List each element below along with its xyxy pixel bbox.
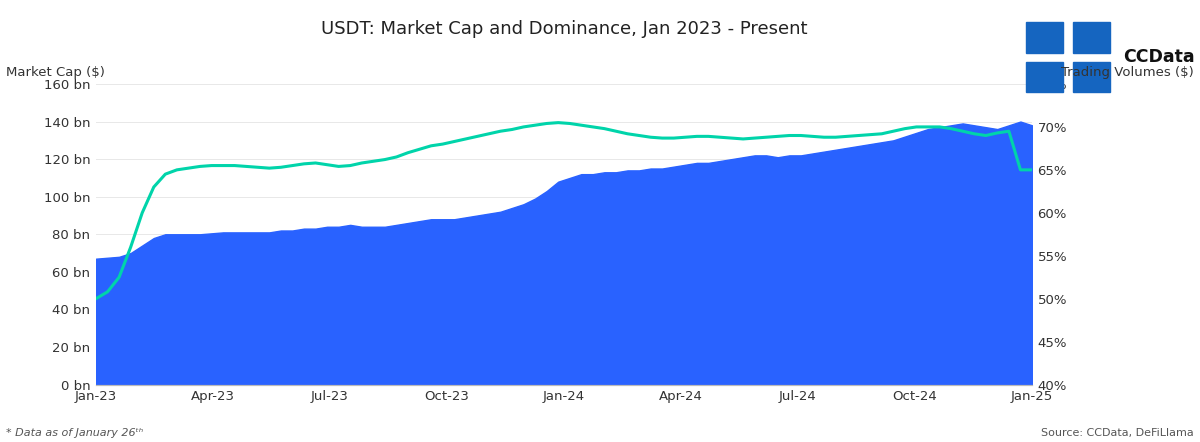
Text: Trading Volumes ($): Trading Volumes ($): [1061, 66, 1194, 79]
Bar: [1026, 23, 1063, 53]
Bar: [1073, 23, 1110, 53]
Text: USDT: Market Cap and Dominance, Jan 2023 - Present: USDT: Market Cap and Dominance, Jan 2023…: [320, 20, 808, 38]
Bar: [1026, 62, 1063, 92]
Text: * Data as of January 26ᵗʰ: * Data as of January 26ᵗʰ: [6, 427, 143, 438]
Text: Source: CCData, DeFiLlama: Source: CCData, DeFiLlama: [1042, 427, 1194, 438]
Text: Market Cap ($): Market Cap ($): [6, 66, 104, 79]
Text: CCData: CCData: [1123, 49, 1195, 66]
Legend: Market Cap, Trading Volume: Market Cap, Trading Volume: [372, 438, 662, 442]
Bar: [1073, 62, 1110, 92]
